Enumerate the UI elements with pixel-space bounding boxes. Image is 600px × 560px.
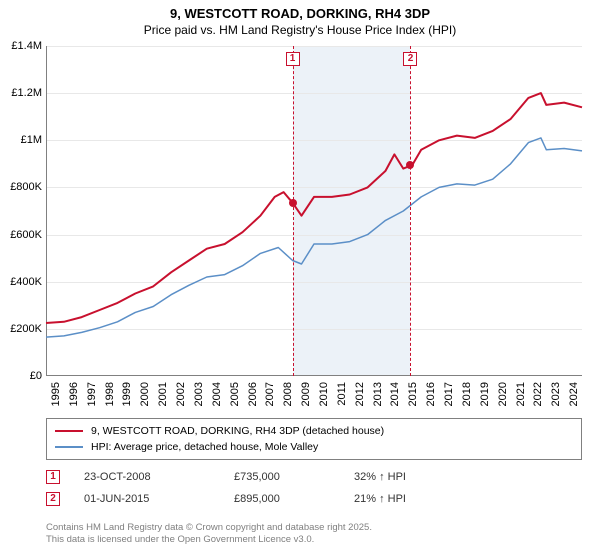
- y-tick-label: £800K: [10, 181, 42, 193]
- x-tick-label: 2020: [497, 382, 509, 406]
- x-tick-label: 2014: [389, 382, 401, 406]
- chart-container: 9, WESTCOTT ROAD, DORKING, RH4 3DP Price…: [0, 0, 600, 560]
- x-tick-label: 2021: [515, 382, 527, 406]
- x-tick-label: 2001: [157, 382, 169, 406]
- y-tick-label: £1.4M: [11, 40, 42, 52]
- legend-item: 9, WESTCOTT ROAD, DORKING, RH4 3DP (deta…: [55, 423, 573, 439]
- chart-marker-box: 2: [403, 52, 417, 66]
- sale-price: £735,000: [234, 471, 354, 483]
- x-tick-label: 2017: [443, 382, 455, 406]
- y-tick-label: £1.2M: [11, 87, 42, 99]
- x-tick-label: 2024: [568, 382, 580, 406]
- x-tick-label: 2015: [407, 382, 419, 406]
- page-subtitle: Price paid vs. HM Land Registry's House …: [0, 23, 600, 37]
- y-tick-label: £1M: [21, 134, 42, 146]
- sale-point-dot: [289, 199, 297, 207]
- x-tick-label: 2013: [372, 382, 384, 406]
- footer-attribution: Contains HM Land Registry data © Crown c…: [46, 522, 372, 547]
- chart-marker-box: 1: [286, 52, 300, 66]
- sale-marker-icon: 2: [46, 492, 60, 506]
- y-tick-label: £600K: [10, 229, 42, 241]
- y-tick-label: £200K: [10, 323, 42, 335]
- y-tick-label: £0: [30, 370, 42, 382]
- x-tick-label: 2010: [318, 382, 330, 406]
- legend-swatch: [55, 446, 83, 448]
- sale-date: 23-OCT-2008: [84, 471, 234, 483]
- x-tick-label: 2019: [479, 382, 491, 406]
- footer-line: Contains HM Land Registry data © Crown c…: [46, 522, 372, 534]
- legend-label: 9, WESTCOTT ROAD, DORKING, RH4 3DP (deta…: [91, 425, 384, 437]
- y-tick-label: £400K: [10, 276, 42, 288]
- legend-item: HPI: Average price, detached house, Mole…: [55, 439, 573, 455]
- x-tick-label: 1996: [68, 382, 80, 406]
- x-tick-label: 2022: [532, 382, 544, 406]
- x-tick-label: 2002: [175, 382, 187, 406]
- line-series-svg: [46, 46, 582, 376]
- x-tick-label: 2018: [461, 382, 473, 406]
- sale-date: 01-JUN-2015: [84, 493, 234, 505]
- x-tick-label: 2016: [425, 382, 437, 406]
- legend: 9, WESTCOTT ROAD, DORKING, RH4 3DP (deta…: [46, 418, 582, 460]
- x-tick-label: 2005: [229, 382, 241, 406]
- chart-area: 12 £0£200K£400K£600K£800K£1M£1.2M£1.4M 1…: [46, 46, 582, 376]
- footer-line: This data is licensed under the Open Gov…: [46, 534, 372, 546]
- x-tick-label: 2011: [336, 382, 348, 406]
- x-tick-label: 1999: [121, 382, 133, 406]
- x-tick-label: 2007: [264, 382, 276, 406]
- sale-price: £895,000: [234, 493, 354, 505]
- x-tick-label: 2004: [211, 382, 223, 406]
- legend-swatch: [55, 430, 83, 433]
- sale-delta: 21% ↑ HPI: [354, 493, 474, 505]
- sale-point-dot: [406, 161, 414, 169]
- sale-delta: 32% ↑ HPI: [354, 471, 474, 483]
- x-tick-label: 2012: [354, 382, 366, 406]
- sale-marker-icon: 1: [46, 470, 60, 484]
- table-row: 1 23-OCT-2008 £735,000 32% ↑ HPI: [46, 466, 582, 488]
- x-tick-label: 1995: [50, 382, 62, 406]
- x-tick-label: 1998: [104, 382, 116, 406]
- legend-label: HPI: Average price, detached house, Mole…: [91, 441, 318, 453]
- x-tick-label: 2023: [550, 382, 562, 406]
- x-tick-label: 1997: [86, 382, 98, 406]
- x-tick-label: 2006: [247, 382, 259, 406]
- page-title: 9, WESTCOTT ROAD, DORKING, RH4 3DP: [0, 6, 600, 21]
- sales-table: 1 23-OCT-2008 £735,000 32% ↑ HPI 2 01-JU…: [46, 466, 582, 510]
- title-block: 9, WESTCOTT ROAD, DORKING, RH4 3DP Price…: [0, 0, 600, 39]
- table-row: 2 01-JUN-2015 £895,000 21% ↑ HPI: [46, 488, 582, 510]
- x-tick-label: 2000: [139, 382, 151, 406]
- x-tick-label: 2003: [193, 382, 205, 406]
- x-tick-label: 2008: [282, 382, 294, 406]
- x-tick-label: 2009: [300, 382, 312, 406]
